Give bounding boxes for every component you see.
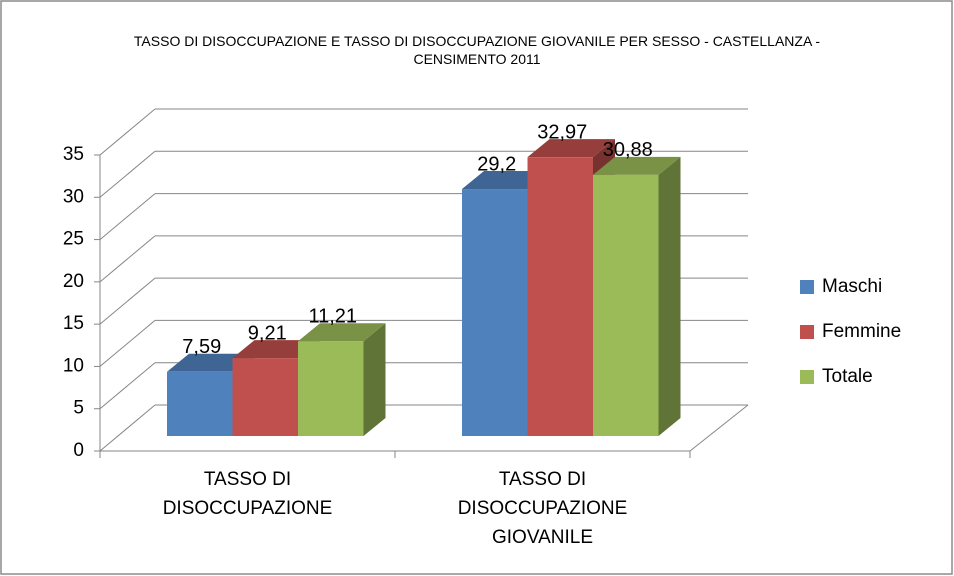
- data-label: 7,59: [182, 336, 221, 358]
- legend-swatch: [800, 325, 814, 339]
- y-tick-label: 25: [63, 229, 84, 250]
- y-tick-label: 35: [63, 144, 84, 165]
- y-tick-label: 0: [73, 440, 84, 461]
- bar-top: [593, 156, 681, 175]
- data-label: 9,21: [248, 322, 287, 344]
- grid-line: [99, 235, 156, 283]
- legend-swatch: [800, 280, 814, 294]
- bar-top: [527, 139, 615, 158]
- grid-line: [99, 362, 156, 410]
- bar: [462, 189, 528, 436]
- y-tick-label: 10: [63, 355, 84, 376]
- bar-side: [658, 156, 681, 436]
- legend-swatch: [800, 370, 814, 384]
- data-label: 29,2: [477, 153, 516, 175]
- legend-label: Totale: [822, 366, 873, 387]
- x-tick-label: TASSO DI DISOCCUPAZIONE: [162, 469, 333, 519]
- grid-line: [99, 277, 156, 325]
- y-tick-label: 5: [73, 398, 84, 419]
- bar: [232, 358, 298, 436]
- grid-line: [99, 320, 156, 367]
- data-label: 32,97: [537, 121, 587, 143]
- bar-top: [298, 323, 386, 342]
- floor-edge: [689, 404, 749, 452]
- y-tick-label: 30: [63, 186, 84, 207]
- data-label: 11,21: [308, 305, 357, 327]
- bar-side: [363, 323, 386, 436]
- legend-label: Femmine: [822, 321, 901, 342]
- grid-line: [99, 108, 156, 156]
- grid-line: [99, 150, 156, 198]
- grid-line: [99, 193, 156, 240]
- grid-line: [99, 404, 156, 452]
- x-tick-label: TASSO DI DISOCCUPAZIONE GIOVANILE: [457, 469, 628, 548]
- bar: [527, 157, 593, 436]
- chart-title: TASSO DI DISOCCUPAZIONE E TASSO DI DISOC…: [133, 33, 821, 67]
- bar: [593, 174, 659, 436]
- data-label: 30,88: [603, 139, 653, 161]
- y-tick-label: 15: [63, 313, 84, 334]
- bar: [298, 341, 364, 436]
- legend-label: Maschi: [822, 276, 882, 297]
- y-tick-label: 20: [63, 271, 84, 292]
- bar: [167, 371, 233, 436]
